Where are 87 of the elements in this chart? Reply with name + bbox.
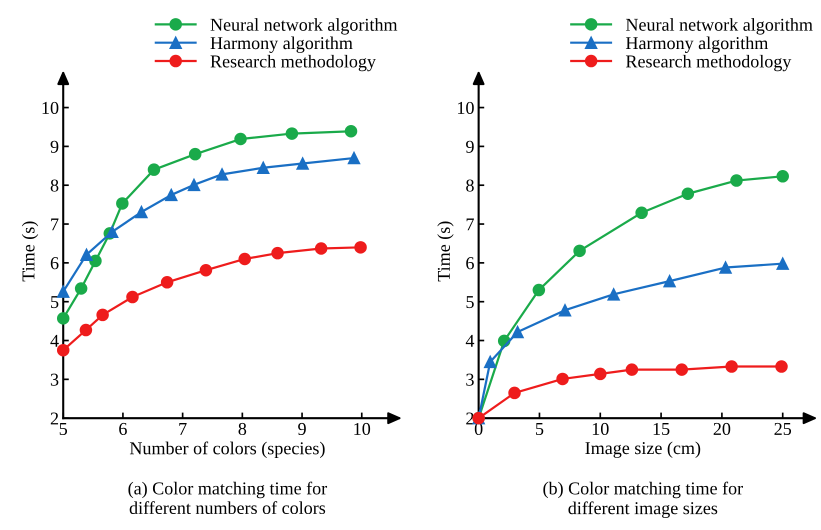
point xyxy=(558,304,572,316)
point xyxy=(126,290,139,304)
x-tick-label: 5 xyxy=(536,423,544,436)
point xyxy=(556,372,569,386)
x-tick-label: 5 xyxy=(60,423,68,436)
y-tick-label: 9 xyxy=(50,140,58,153)
point xyxy=(776,257,789,270)
x-tick-label: 25 xyxy=(774,422,792,436)
point xyxy=(80,248,93,261)
point xyxy=(200,264,212,276)
x-tick-label: 8 xyxy=(238,422,246,436)
x-tick-label: 6 xyxy=(119,422,127,436)
point xyxy=(344,125,358,138)
legend-label: Research methodology xyxy=(626,54,792,72)
x-tick-label: 10 xyxy=(354,422,370,436)
point xyxy=(160,276,174,289)
point xyxy=(188,148,202,160)
point xyxy=(663,274,676,288)
point xyxy=(776,170,789,183)
point xyxy=(775,360,788,373)
point xyxy=(89,254,102,268)
point xyxy=(508,386,521,400)
point xyxy=(725,360,738,373)
point xyxy=(635,206,648,220)
point xyxy=(74,282,88,295)
point xyxy=(348,152,360,164)
point xyxy=(730,174,743,187)
point xyxy=(56,312,70,325)
y-tick-label: 4 xyxy=(466,334,474,347)
point xyxy=(573,244,586,258)
legend-label: Harmony algorithm xyxy=(210,36,353,53)
y-tick-label: 7 xyxy=(466,218,474,230)
point xyxy=(594,368,607,380)
point xyxy=(256,161,270,174)
x-tick-label: 15 xyxy=(654,422,670,436)
y-axis-title: Time (s) xyxy=(22,221,38,282)
point xyxy=(626,363,638,376)
y-axis-title: Time (s) xyxy=(437,221,454,282)
legend-label: Harmony algorithm xyxy=(626,36,768,53)
y-tick-label: 5 xyxy=(466,296,474,308)
point xyxy=(682,188,694,200)
text: (a) Color matching time for different numbers of colors xyxy=(128,482,328,514)
y-tick-label: 8 xyxy=(50,179,58,192)
point xyxy=(314,242,328,255)
point xyxy=(188,178,200,192)
y-tick-label: 3 xyxy=(50,374,58,386)
point xyxy=(116,197,129,210)
point xyxy=(484,356,496,368)
text: (b) Color matching time for different image sizes xyxy=(543,482,743,518)
point xyxy=(296,157,309,170)
point xyxy=(96,308,109,322)
point xyxy=(148,163,160,176)
y-tick-label: 9 xyxy=(466,140,474,153)
y-tick-label: 10 xyxy=(42,102,58,114)
y-tick-label: 8 xyxy=(466,179,474,192)
y-tick-label: 7 xyxy=(51,218,59,230)
legend-label: Research methodology xyxy=(210,54,376,72)
point xyxy=(271,246,284,260)
y-tick-label: 5 xyxy=(51,296,58,308)
point xyxy=(354,241,367,254)
x-axis-title: Image size (cm) xyxy=(585,441,700,458)
point xyxy=(532,284,546,296)
legend-label: Neural network algorithm xyxy=(210,18,398,35)
point xyxy=(511,326,524,338)
x-tick-label: 7 xyxy=(179,423,187,435)
y-tick-label: 2 xyxy=(50,412,58,424)
point xyxy=(135,206,148,218)
y-tick-label: 6 xyxy=(466,257,474,270)
legend-label: Neural network algorithm xyxy=(626,18,813,35)
y-tick-label: 3 xyxy=(466,374,474,386)
y-tick-label: 4 xyxy=(50,334,59,347)
point xyxy=(238,252,251,266)
y-tick-label: 6 xyxy=(50,257,59,270)
point xyxy=(676,363,688,376)
x-tick-label: 20 xyxy=(714,422,730,436)
point xyxy=(234,132,247,146)
point xyxy=(216,168,228,181)
point xyxy=(80,324,92,336)
point xyxy=(286,127,298,140)
x-tick-label: 9 xyxy=(298,422,306,436)
point xyxy=(719,261,732,274)
point xyxy=(165,188,178,202)
point xyxy=(607,288,620,301)
x-axis-title: Number of colors (species) xyxy=(130,441,325,458)
point xyxy=(56,285,70,298)
y-tick-label: 10 xyxy=(458,102,474,114)
x-tick-label: 10 xyxy=(592,422,609,436)
